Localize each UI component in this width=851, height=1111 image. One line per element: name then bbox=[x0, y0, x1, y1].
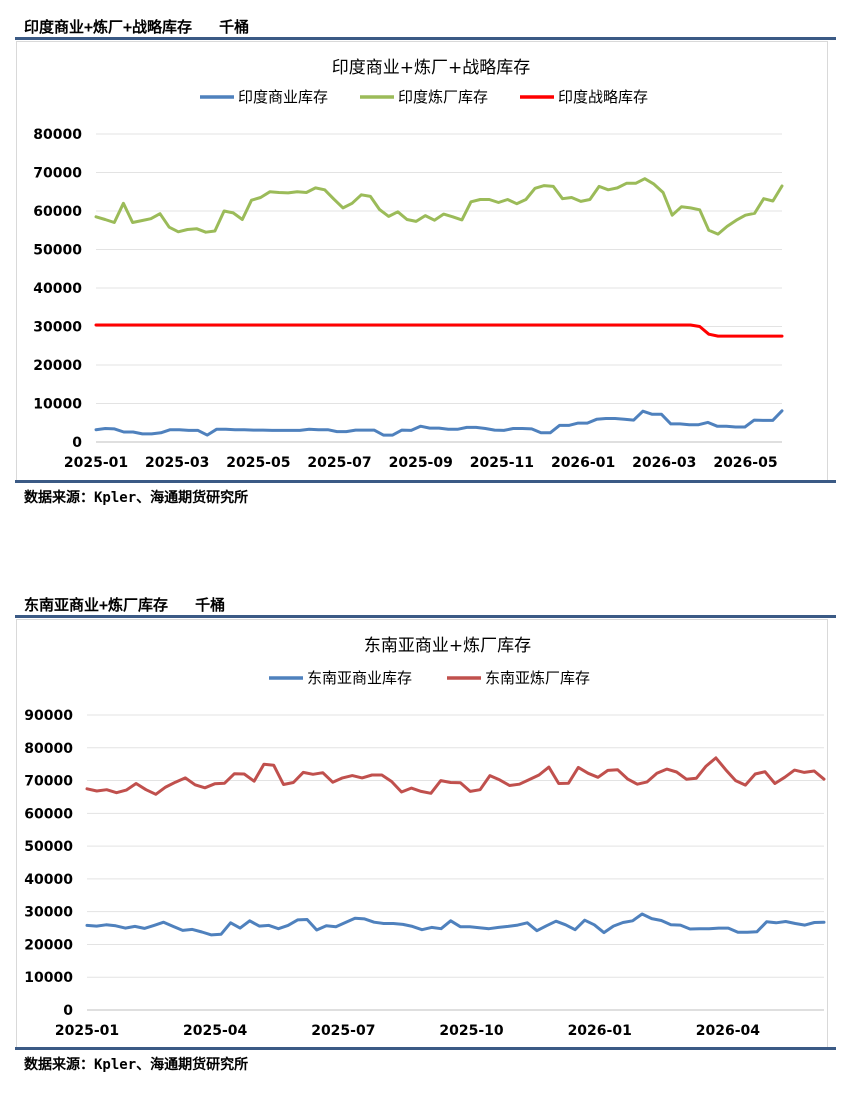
chart-title: 印度商业+炼厂+战略库存 bbox=[332, 58, 531, 78]
panel-2-source: 数据来源：Kpler、海通期货研究所 bbox=[24, 1057, 249, 1073]
y-tick-label: 50000 bbox=[33, 243, 82, 259]
y-tick-label: 30000 bbox=[33, 320, 82, 336]
x-tick-label: 2026-01 bbox=[551, 455, 615, 471]
panel-1-source: 数据来源：Kpler、海通期货研究所 bbox=[24, 490, 249, 506]
panel-1-header: 印度商业+炼厂+战略库存 千桶 bbox=[24, 18, 250, 36]
y-tick-label: 20000 bbox=[24, 937, 73, 953]
y-tick-label: 30000 bbox=[24, 905, 73, 921]
panel-1-bottom-rule bbox=[15, 480, 836, 483]
panel-2-top-rule bbox=[15, 615, 836, 618]
x-tick-label: 2025-10 bbox=[439, 1023, 504, 1039]
x-tick-label: 2025-07 bbox=[311, 1023, 375, 1039]
x-tick-label: 2025-11 bbox=[470, 455, 534, 471]
x-tick-label: 2025-04 bbox=[183, 1023, 248, 1039]
y-tick-label: 20000 bbox=[33, 358, 82, 374]
y-tick-label: 10000 bbox=[24, 970, 73, 986]
chart-southeast-asia: 东南亚商业+炼厂库存东南亚商业库存 东南亚炼厂库存 0 10000 20000 30000… bbox=[16, 619, 828, 1049]
legend-label: 东南亚炼厂库存 bbox=[485, 669, 590, 687]
y-tick-label: 60000 bbox=[33, 204, 82, 220]
panel-2-bottom-rule bbox=[15, 1047, 836, 1050]
x-tick-label: 2026-03 bbox=[632, 455, 696, 471]
y-tick-label: 80000 bbox=[33, 127, 82, 143]
x-tick-label: 2025-03 bbox=[145, 455, 209, 471]
y-tick-label: 90000 bbox=[24, 708, 73, 724]
legend-label: 印度战略库存 bbox=[558, 88, 648, 106]
series-line bbox=[85, 912, 826, 937]
legend-label: 印度商业库存 bbox=[238, 88, 328, 106]
x-tick-label: 2025-01 bbox=[55, 1023, 119, 1039]
x-tick-label: 2026-05 bbox=[713, 455, 777, 471]
series-line bbox=[94, 409, 784, 437]
x-tick-label: 2025-01 bbox=[64, 455, 128, 471]
x-tick-label: 2025-09 bbox=[389, 455, 453, 471]
chart-india: 印度商业+炼厂+战略库存 印度商业库存 印度炼厂库存 印度战略库存 0 10000 2000… bbox=[16, 41, 828, 483]
y-tick-label: 40000 bbox=[24, 872, 73, 888]
y-tick-label: 40000 bbox=[33, 281, 82, 297]
y-tick-label: 70000 bbox=[33, 166, 82, 182]
chart-title: 东南亚商业+炼厂库存 bbox=[364, 636, 531, 656]
y-tick-label: 80000 bbox=[24, 741, 73, 757]
legend-label: 东南亚商业库存 bbox=[307, 669, 412, 687]
x-tick-label: 2026-01 bbox=[568, 1023, 632, 1039]
y-tick-label: 60000 bbox=[24, 806, 73, 822]
y-tick-label: 50000 bbox=[24, 839, 73, 855]
series-line bbox=[85, 756, 826, 796]
y-tick-label: 0 bbox=[72, 435, 82, 451]
legend-label: 印度炼厂库存 bbox=[398, 88, 488, 106]
y-tick-label: 0 bbox=[63, 1003, 73, 1019]
x-tick-label: 2025-07 bbox=[307, 455, 371, 471]
x-tick-label: 2025-05 bbox=[226, 455, 290, 471]
y-tick-label: 70000 bbox=[24, 774, 73, 790]
panel-2-header: 东南亚商业+炼厂库存 千桶 bbox=[24, 596, 226, 614]
series-line bbox=[94, 177, 784, 236]
y-tick-label: 10000 bbox=[33, 397, 82, 413]
series-line bbox=[94, 323, 784, 338]
panel-1-top-rule bbox=[15, 37, 836, 40]
x-tick-label: 2026-04 bbox=[696, 1023, 761, 1039]
